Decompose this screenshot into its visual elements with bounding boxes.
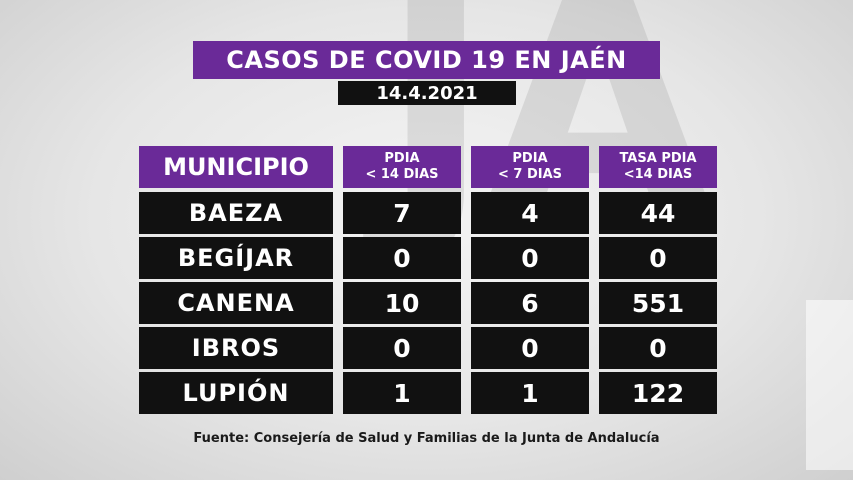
- table-cell-pdia14: 0: [343, 237, 461, 279]
- table-cell-pdia14: 0: [343, 327, 461, 369]
- table-cell-tasa: 0: [599, 327, 717, 369]
- table-row-municipio: BAEZA: [139, 192, 333, 234]
- table-cell-tasa: 0: [599, 237, 717, 279]
- background-panel: [806, 300, 853, 470]
- table-cell-pdia7: 0: [471, 327, 589, 369]
- table-cell-tasa: 551: [599, 282, 717, 324]
- header-pdia-14-line2: < 14 DIAS: [365, 167, 439, 182]
- source-caption: Fuente: Consejería de Salud y Familias d…: [193, 431, 660, 446]
- table-row-municipio: BEGÍJAR: [139, 237, 333, 279]
- header-tasa-pdia: TASA PDIA <14 DIAS: [599, 146, 717, 188]
- table-cell-pdia14: 10: [343, 282, 461, 324]
- header-pdia-7-line1: PDIA: [512, 151, 548, 166]
- table-cell-pdia7: 1: [471, 372, 589, 414]
- table-row-municipio: IBROS: [139, 327, 333, 369]
- date-label: 14.4.2021: [338, 81, 516, 105]
- header-pdia-7-line2: < 7 DIAS: [497, 167, 563, 182]
- header-tasa-line1: TASA PDIA: [619, 151, 697, 166]
- header-tasa-line2: <14 DIAS: [623, 167, 693, 182]
- table-cell-tasa: 122: [599, 372, 717, 414]
- table-cell-pdia14: 7: [343, 192, 461, 234]
- table-cell-tasa: 44: [599, 192, 717, 234]
- table-cell-pdia7: 6: [471, 282, 589, 324]
- table-cell-pdia7: 0: [471, 237, 589, 279]
- table-cell-pdia7: 4: [471, 192, 589, 234]
- header-municipio: MUNICIPIO: [139, 146, 333, 188]
- header-pdia-14-line1: PDIA: [384, 151, 420, 166]
- header-pdia-7: PDIA < 7 DIAS: [471, 146, 589, 188]
- table-row-municipio: CANENA: [139, 282, 333, 324]
- header-pdia-14: PDIA < 14 DIAS: [343, 146, 461, 188]
- page-title: CASOS DE COVID 19 EN JAÉN: [193, 41, 660, 79]
- table-row-municipio: LUPIÓN: [139, 372, 333, 414]
- table-cell-pdia14: 1: [343, 372, 461, 414]
